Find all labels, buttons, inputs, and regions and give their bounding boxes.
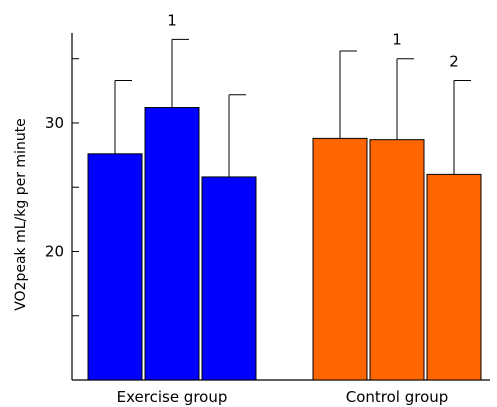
y-tick-label: 30 [45,114,64,132]
bar [87,153,143,381]
bar [144,107,200,381]
category-label: Control group [346,388,449,406]
y-axis-label: VO2peak mL/kg per minute [13,118,29,311]
bar [201,176,257,381]
significance-label: 1 [167,11,177,29]
category-labels: Exercise group Control group [117,388,449,406]
bar [369,139,425,381]
bars: 1 1 2 [87,11,482,381]
bar [426,173,482,381]
bar [312,137,368,381]
y-tick-label: 20 [45,242,64,260]
significance-label: 1 [392,31,402,49]
significance-label: 2 [449,53,459,71]
category-label: Exercise group [117,388,228,406]
